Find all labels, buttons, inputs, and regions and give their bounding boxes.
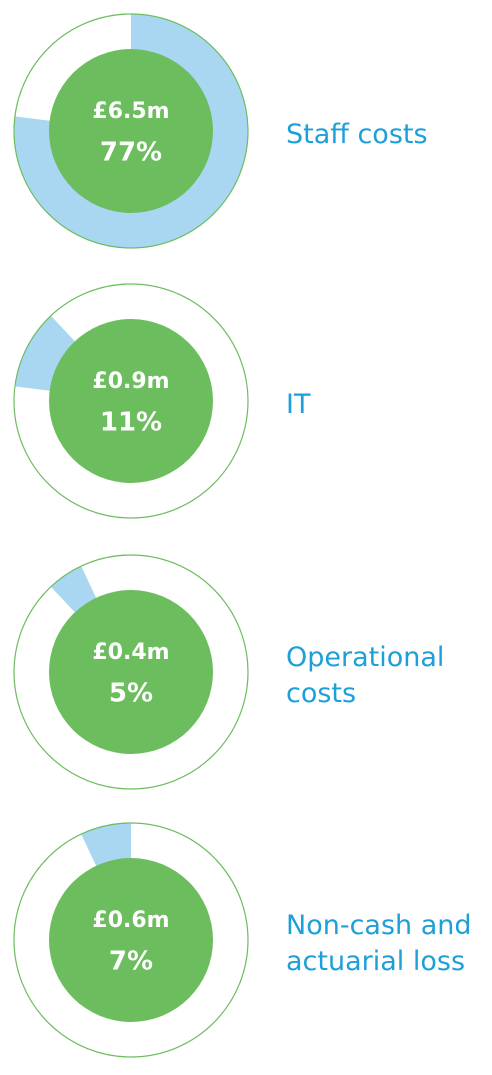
amount-label: £6.5m [92,99,169,124]
ring-outline [13,554,249,790]
amount-label: £0.6m [92,908,169,933]
ring-outline [13,13,249,249]
center-disc [49,590,213,754]
ring-outline [13,283,249,519]
percent-label: 77% [100,138,162,168]
category-label: Staff costs [286,119,428,150]
ring-outline [13,822,249,1058]
center-disc [49,49,213,213]
center-disc [49,858,213,1022]
amount-label: £0.4m [92,640,169,665]
category-label: Operational costs [286,642,444,709]
percent-label: 7% [109,947,153,977]
percent-label: 5% [109,679,153,709]
amount-label: £0.9m [92,369,169,394]
center-disc [49,319,213,483]
category-label: Non-cash and actuarial loss [286,910,472,977]
category-label: IT [286,389,311,420]
percent-label: 11% [100,408,162,438]
